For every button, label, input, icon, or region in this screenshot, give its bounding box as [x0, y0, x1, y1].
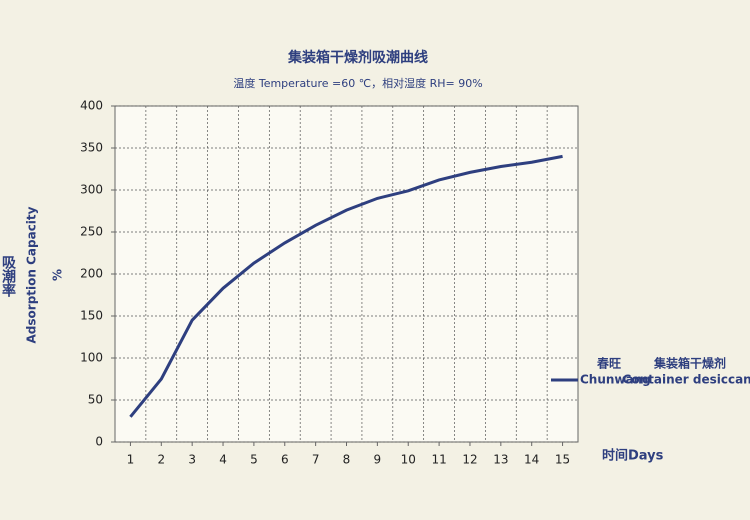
x-tick-label: 9	[374, 453, 382, 467]
x-tick-label: 8	[343, 453, 351, 467]
x-tick-label: 2	[157, 453, 165, 467]
y-tick-label: 150	[80, 309, 103, 323]
x-tick-label: 5	[250, 453, 258, 467]
chart-subtitle: 温度 Temperature =60 ℃，相对湿度 RH= 90%	[233, 76, 482, 90]
y-unit: %	[51, 269, 65, 281]
chart-title: 集装箱干燥剂吸潮曲线	[287, 49, 428, 66]
y-tick-label: 350	[80, 141, 103, 155]
legend-label: Container desiccant	[623, 373, 750, 387]
y-label-cn: 吸潮率	[0, 255, 16, 298]
x-tick-label: 10	[401, 453, 416, 467]
data-line	[129, 154, 563, 418]
y-tick-label: 400	[80, 99, 103, 113]
y-tick-label: 300	[80, 183, 103, 197]
x-tick-label: 13	[493, 453, 508, 467]
legend-label: Chunwang	[580, 373, 651, 387]
y-tick-label: 200	[80, 267, 103, 281]
y-tick-label: 100	[80, 351, 103, 365]
x-tick-label: 15	[555, 453, 570, 467]
x-tick-label: 12	[462, 453, 477, 467]
x-tick-label: 4	[219, 453, 227, 467]
y-tick-label: 250	[80, 225, 103, 239]
x-tick-label: 1	[127, 453, 135, 467]
legend-label: 集装箱干燥剂	[653, 356, 726, 371]
x-tick-label: 11	[431, 453, 446, 467]
x-tick-label: 7	[312, 453, 320, 467]
y-label: Adsorption Capacity	[25, 206, 39, 343]
legend-label: 春旺	[596, 356, 621, 371]
x-label: 时间Days	[602, 448, 664, 464]
x-tick-label: 3	[188, 453, 196, 467]
x-tick-label: 6	[281, 453, 289, 467]
y-tick-label: 50	[88, 393, 103, 407]
y-tick-label: 0	[95, 435, 103, 449]
x-tick-label: 14	[524, 453, 539, 467]
